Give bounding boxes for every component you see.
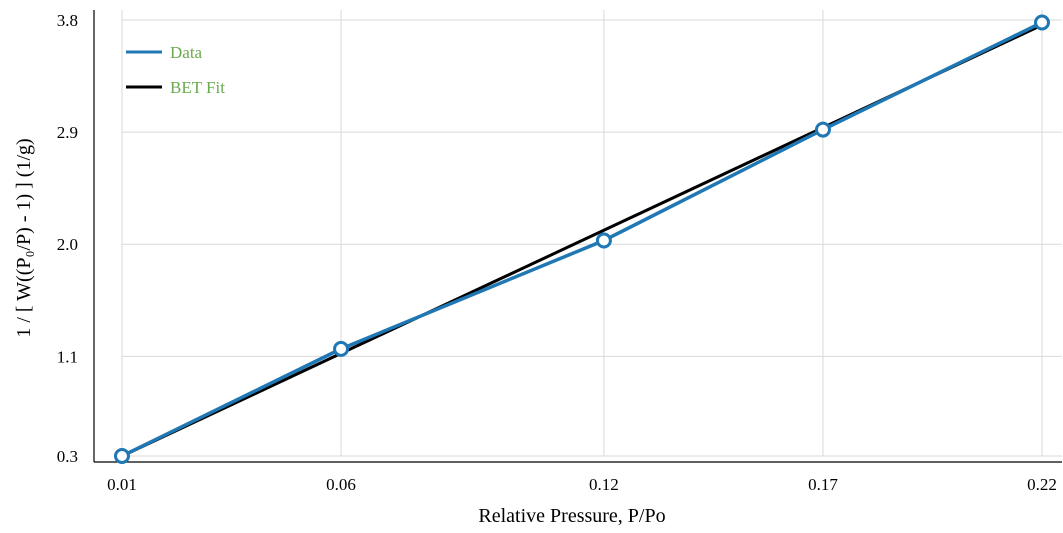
- y-axis-title: 1 / [ W((P₀/P) - 1) ] (1/g): [13, 138, 35, 337]
- legend-label-bet-fit: BET Fit: [170, 78, 225, 97]
- x-tick-label: 0.01: [107, 475, 137, 494]
- data-point-marker: [595, 232, 612, 249]
- x-tick-label: 0.22: [1027, 475, 1057, 494]
- legend-label-data: Data: [170, 43, 203, 62]
- data-point-marker: [333, 340, 350, 357]
- y-tick-label: 2.9: [57, 123, 78, 142]
- x-tick-label: 0.12: [589, 475, 619, 494]
- y-tick-label: 1.1: [57, 347, 78, 366]
- data-markers: [114, 14, 1050, 464]
- grid-lines: [121, 10, 1062, 457]
- data-point-marker: [1034, 14, 1050, 31]
- y-tick-label: 0.3: [57, 447, 78, 466]
- data-point-marker: [114, 448, 130, 464]
- x-tick-label: 0.06: [326, 475, 356, 494]
- y-tick-label: 3.8: [57, 11, 78, 30]
- tick-labels: 0.01 0.06 0.12 0.17 0.22 0.3 1.1 2.0 2.9 3.8: [57, 11, 1057, 494]
- x-tick-label: 0.17: [808, 475, 838, 494]
- series-layer: [121, 20, 1043, 458]
- y-tick-label: 2.0: [57, 235, 78, 254]
- legend: Data BET Fit: [126, 43, 225, 97]
- x-axis-title: Relative Pressure, P/Po: [478, 505, 665, 527]
- data-point-marker: [814, 121, 831, 138]
- axes: [93, 10, 1062, 463]
